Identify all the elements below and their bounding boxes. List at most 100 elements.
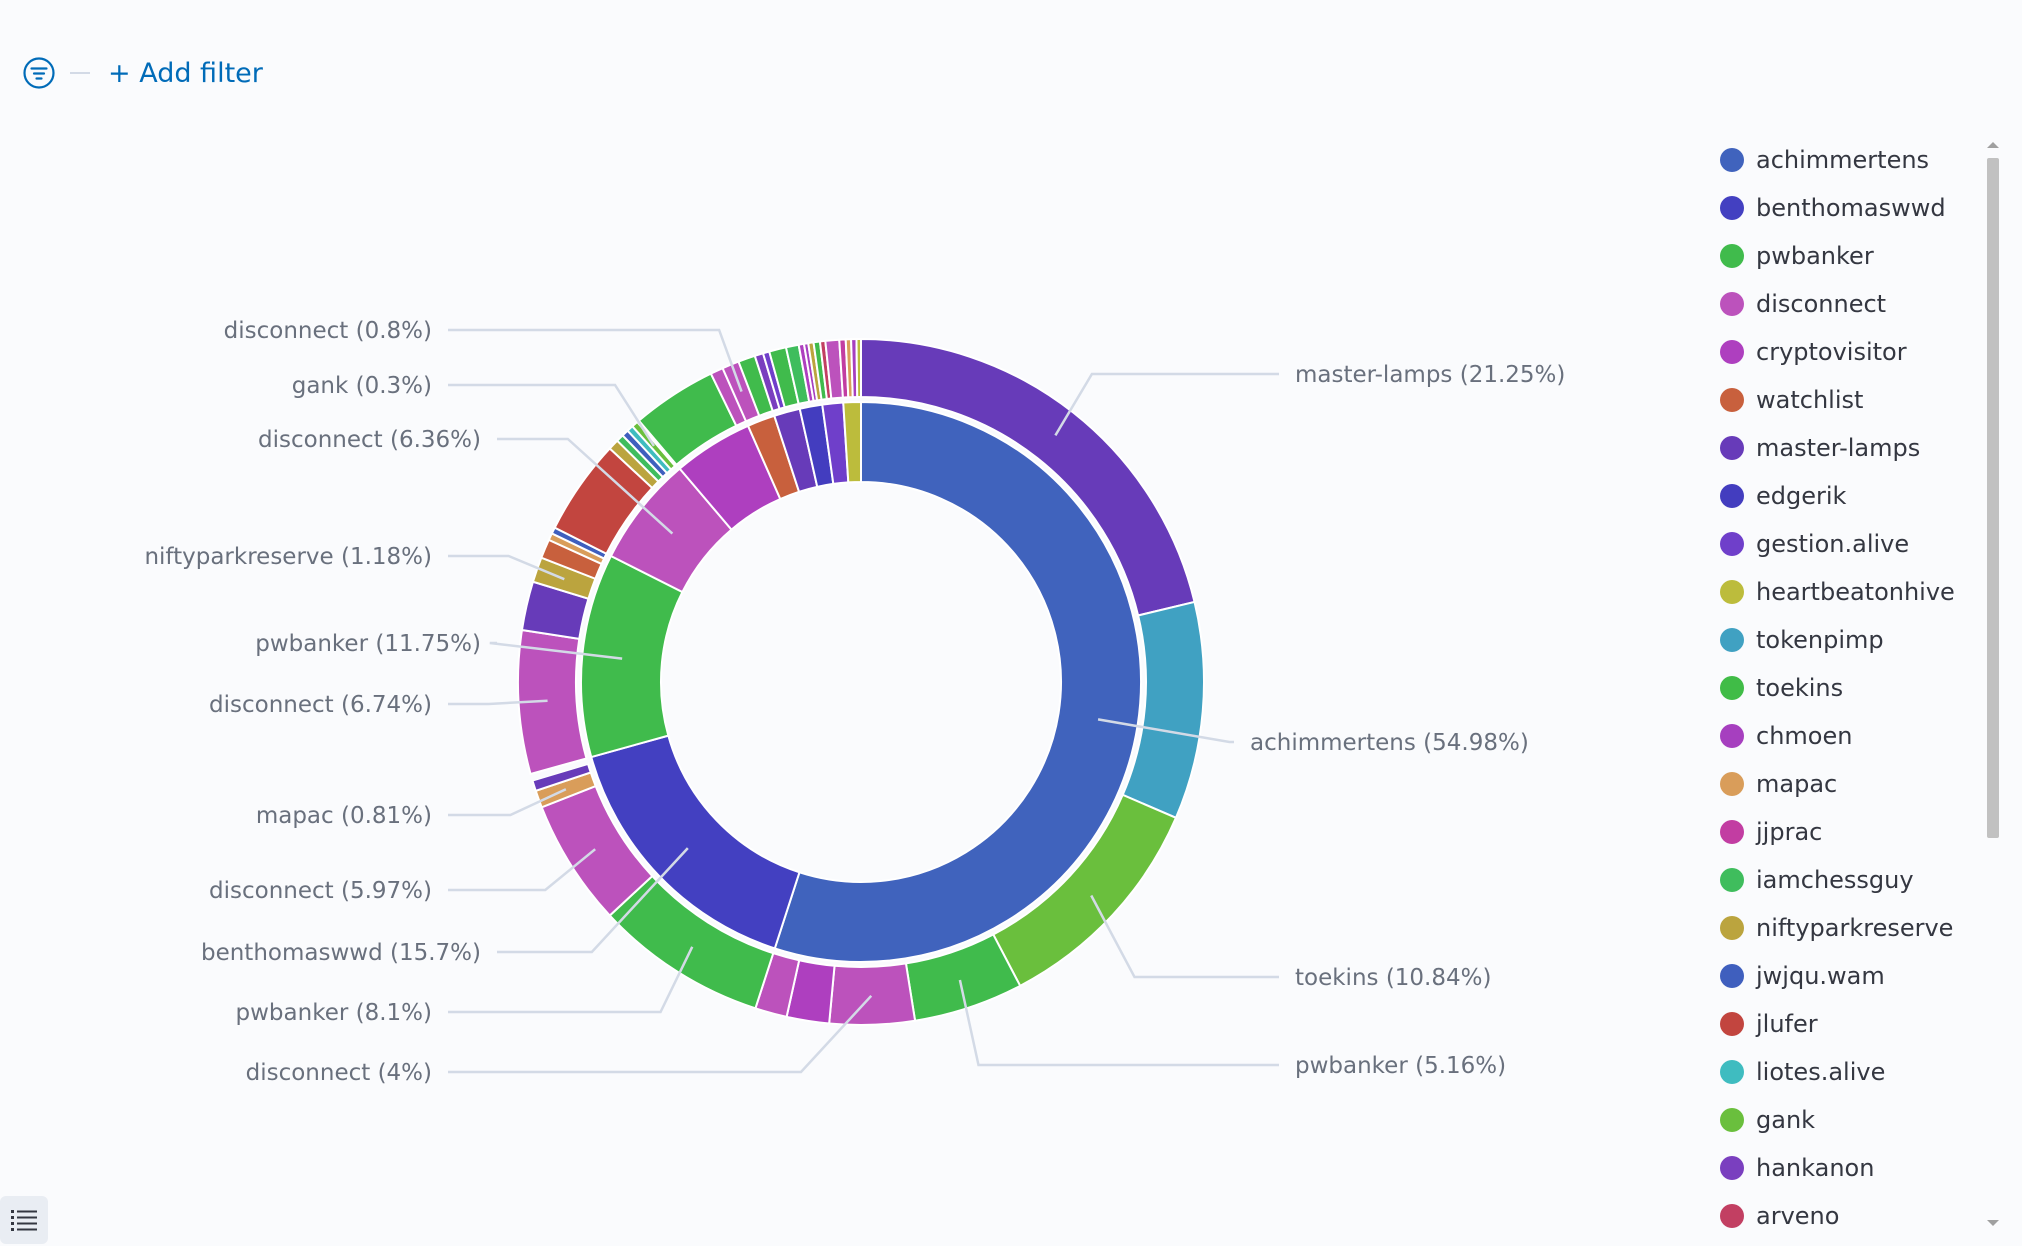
legend-color-swatch xyxy=(1720,292,1744,316)
legend-color-swatch xyxy=(1720,244,1744,268)
legend-color-swatch xyxy=(1720,532,1744,556)
legend-scrollbar[interactable] xyxy=(1982,140,2004,1230)
inner-ring-slice[interactable] xyxy=(842,400,862,484)
legend-color-swatch xyxy=(1720,868,1744,892)
legend-item[interactable]: arveno xyxy=(1720,1196,1839,1236)
legend-label: liotes.alive xyxy=(1756,1058,1886,1086)
legend-label: jlufer xyxy=(1756,1010,1818,1038)
legend-label: achimmertens xyxy=(1756,146,1930,174)
legend-color-swatch xyxy=(1720,772,1744,796)
legend-label: toekins xyxy=(1756,674,1844,702)
legend-item[interactable]: cryptovisitor xyxy=(1720,332,1907,372)
callout-label: gank (0.3%) xyxy=(292,373,432,399)
legend-color-swatch xyxy=(1720,580,1744,604)
callout-line xyxy=(1090,894,1279,979)
legend-item[interactable]: gestion.alive xyxy=(1720,524,1909,564)
scroll-down-arrow[interactable] xyxy=(1987,1220,1999,1226)
filter-icon[interactable] xyxy=(22,56,56,90)
scroll-up-arrow[interactable] xyxy=(1987,142,1999,148)
legend-item[interactable]: benthomaswwd xyxy=(1720,188,1946,228)
legend-item[interactable]: mapac xyxy=(1720,764,1837,804)
legend-item[interactable]: pwbanker xyxy=(1720,236,1874,276)
legend-label: arveno xyxy=(1756,1202,1840,1230)
legend-item[interactable]: jlufer xyxy=(1720,1004,1818,1044)
legend-item[interactable]: liotes.alive xyxy=(1720,1052,1885,1092)
outer-ring-slice[interactable] xyxy=(531,762,592,793)
callout-label: achimmertens (54.98%) xyxy=(1250,730,1529,756)
legend-label: jjprac xyxy=(1756,818,1823,846)
filter-separator xyxy=(70,72,90,74)
callout-line xyxy=(448,848,596,892)
legend-label: iamchessguy xyxy=(1756,866,1914,894)
legend-item[interactable]: master-lamps xyxy=(1720,428,1920,468)
callout-line xyxy=(448,554,565,581)
legend-label: heartbeatonhive xyxy=(1756,578,1955,606)
callout-label: disconnect (0.8%) xyxy=(224,318,432,344)
outer-ring-slice[interactable] xyxy=(855,337,862,399)
legend-item[interactable]: tokenpimp xyxy=(1720,620,1884,660)
callout-lines xyxy=(448,328,1279,1074)
legend-color-swatch xyxy=(1720,340,1744,364)
callout-label: disconnect (6.36%) xyxy=(258,427,481,453)
outer-ring-slice[interactable] xyxy=(828,962,917,1026)
sunburst-chart: master-lamps (21.25%) achimmertens (54.98… xyxy=(144,318,1565,1086)
legend-label: niftyparkreserve xyxy=(1756,914,1954,942)
legend-label: watchlist xyxy=(1756,386,1864,414)
callout-label: pwbanker (11.75%) xyxy=(255,631,481,657)
legend-color-swatch xyxy=(1720,724,1744,748)
legend-color-swatch xyxy=(1720,484,1744,508)
legend-color-swatch xyxy=(1720,436,1744,460)
filter-bar: + Add filter xyxy=(22,48,263,98)
inner-ring-slice[interactable] xyxy=(773,400,1142,963)
callout-line xyxy=(448,788,567,817)
legend-label: pwbanker xyxy=(1756,242,1874,270)
legend-item[interactable]: chmoen xyxy=(1720,716,1852,756)
legend-toggle-button[interactable] xyxy=(0,1196,48,1244)
legend-label: gestion.alive xyxy=(1756,530,1910,558)
legend-color-swatch xyxy=(1720,1156,1744,1180)
callout-line xyxy=(448,699,548,706)
add-filter-button[interactable]: + Add filter xyxy=(108,57,263,89)
legend-label: jwjqu.wam xyxy=(1756,962,1885,990)
callout-line xyxy=(448,383,655,447)
legend-item[interactable]: toekins xyxy=(1720,668,1843,708)
legend-color-swatch xyxy=(1720,1108,1744,1132)
legend-item[interactable]: watchlist xyxy=(1720,380,1863,420)
legend-color-swatch xyxy=(1720,964,1744,988)
legend-label: cryptovisitor xyxy=(1756,338,1907,366)
callout-label: disconnect (6.74%) xyxy=(209,692,432,718)
legend-color-swatch xyxy=(1720,1204,1744,1228)
callout-labels: master-lamps (21.25%) achimmertens (54.98… xyxy=(144,318,1565,1086)
callout-label: pwbanker (5.16%) xyxy=(1295,1053,1506,1079)
legend-item[interactable]: jjprac xyxy=(1720,812,1822,852)
legend-color-swatch xyxy=(1720,916,1744,940)
legend-item[interactable]: edgerik xyxy=(1720,476,1846,516)
legend-item[interactable]: heartbeatonhive xyxy=(1720,572,1955,612)
legend-item[interactable]: gank xyxy=(1720,1100,1815,1140)
callout-line xyxy=(448,328,743,393)
chart-legend: achimmertens benthomaswwd pwbanker disconne… xyxy=(1712,140,1982,1240)
legend-color-swatch xyxy=(1720,628,1744,652)
callout-label: benthomaswwd (15.7%) xyxy=(201,940,481,966)
legend-item[interactable]: disconnect xyxy=(1720,284,1886,324)
inner-ring xyxy=(580,400,1142,963)
legend-item[interactable]: hankanon xyxy=(1720,1148,1874,1188)
callout-label: niftyparkreserve (1.18%) xyxy=(144,544,432,570)
callout-line xyxy=(448,994,873,1074)
callout-line xyxy=(1054,372,1279,437)
legend-item[interactable]: niftyparkreserve xyxy=(1720,908,1953,948)
legend-label: benthomaswwd xyxy=(1756,194,1946,222)
legend-color-swatch xyxy=(1720,676,1744,700)
callout-line xyxy=(497,437,674,535)
legend-item[interactable]: iamchessguy xyxy=(1720,860,1914,900)
legend-item[interactable]: achimmertens xyxy=(1720,140,1929,180)
callout-label: disconnect (5.97%) xyxy=(209,878,432,904)
scroll-thumb[interactable] xyxy=(1987,158,1999,838)
callout-label: disconnect (4%) xyxy=(246,1060,432,1086)
legend-color-swatch xyxy=(1720,1060,1744,1084)
legend-item[interactable]: jwjqu.wam xyxy=(1720,956,1885,996)
outer-ring-slice[interactable] xyxy=(530,758,589,781)
legend-label: master-lamps xyxy=(1756,434,1921,462)
callout-line xyxy=(958,979,1279,1067)
legend-label: hankanon xyxy=(1756,1154,1875,1182)
